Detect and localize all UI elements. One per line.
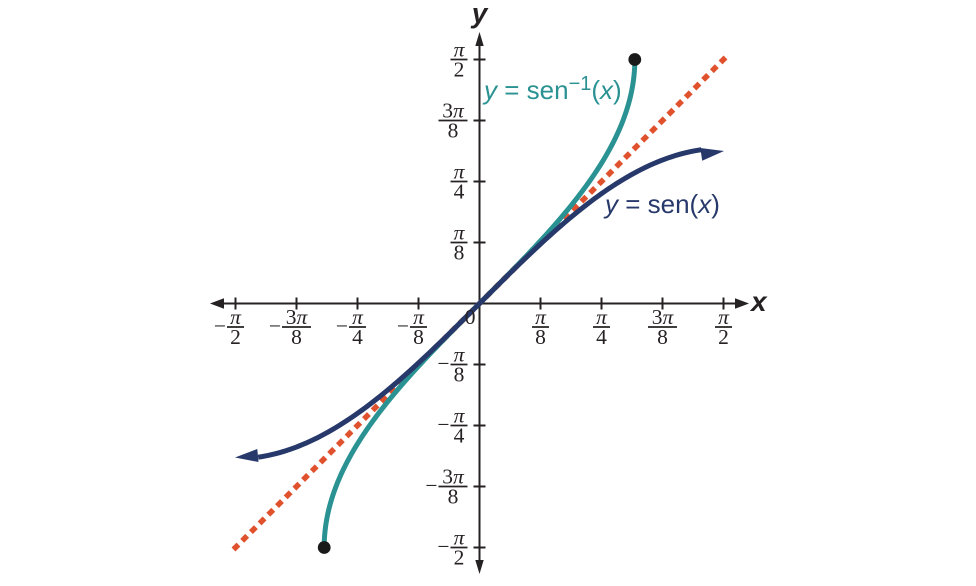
svg-text:2: 2 [454,546,465,570]
svg-text:8: 8 [657,325,668,349]
svg-text:8: 8 [454,363,465,387]
svg-text:π: π [352,305,364,329]
svg-text:−: − [437,352,449,376]
svg-text:−: − [214,314,226,338]
svg-text:π: π [413,305,425,329]
svg-text:4: 4 [454,180,465,204]
svg-text:8: 8 [448,485,459,509]
svg-text:−: − [269,314,281,338]
svg-text:y = sen−1(x): y = sen−1(x) [482,73,622,105]
svg-text:2: 2 [718,325,729,349]
svg-text:4: 4 [596,325,607,349]
svg-text:2: 2 [230,325,241,349]
svg-text:y = sen(x): y = sen(x) [603,189,720,219]
svg-text:2: 2 [454,58,465,82]
svg-text:π: π [454,342,466,366]
svg-text:π: π [454,220,466,244]
svg-text:−: − [437,535,449,559]
svg-text:3π: 3π [652,305,675,329]
svg-text:π: π [454,525,466,549]
svg-text:x: x [749,286,768,317]
svg-text:π: π [454,37,466,61]
svg-text:−: − [397,314,409,338]
svg-text:4: 4 [454,424,465,448]
svg-text:3π: 3π [442,98,465,122]
svg-text:π: π [454,159,466,183]
svg-text:4: 4 [352,325,363,349]
svg-text:8: 8 [454,241,465,265]
svg-text:8: 8 [535,325,546,349]
svg-text:3π: 3π [442,464,465,488]
svg-text:π: π [718,305,730,329]
svg-text:8: 8 [448,119,459,143]
svg-text:3π: 3π [286,305,309,329]
svg-text:−: − [425,474,437,498]
svg-text:y: y [470,0,489,29]
svg-text:8: 8 [291,325,302,349]
svg-text:−: − [336,314,348,338]
svg-text:8: 8 [413,325,424,349]
svg-text:π: π [230,305,242,329]
svg-text:−: − [437,413,449,437]
svg-text:π: π [596,305,608,329]
svg-text:π: π [454,403,466,427]
svg-text:0: 0 [465,305,476,329]
svg-text:π: π [535,305,547,329]
